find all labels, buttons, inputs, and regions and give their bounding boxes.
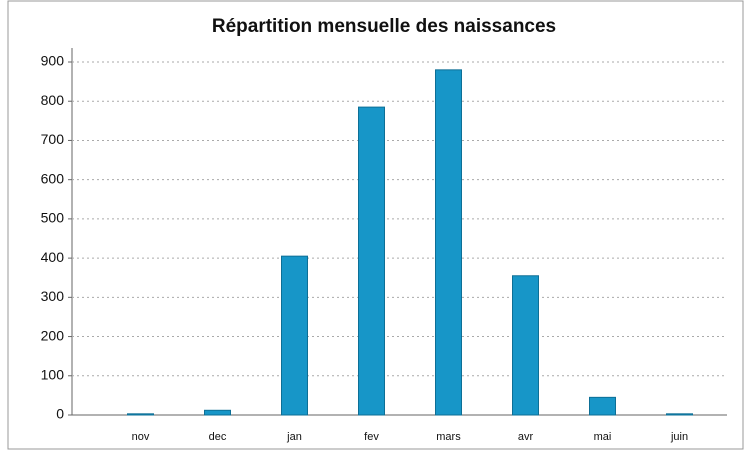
x-tick-label: nov bbox=[132, 431, 150, 443]
bar bbox=[512, 275, 539, 416]
y-tick-label: 0 bbox=[56, 406, 64, 422]
y-tick-label: 400 bbox=[41, 249, 65, 265]
x-tick-label: dec bbox=[209, 431, 227, 443]
bar bbox=[358, 106, 385, 416]
chart-frame bbox=[7, 0, 744, 450]
y-tick-label: 700 bbox=[41, 131, 65, 147]
y-tick-label: 900 bbox=[41, 53, 65, 69]
y-tick-label: 600 bbox=[41, 170, 65, 186]
y-tick-label: 200 bbox=[41, 327, 65, 343]
x-tick-label: juin bbox=[670, 431, 688, 443]
bar bbox=[666, 413, 693, 416]
bar bbox=[589, 396, 616, 416]
bar bbox=[204, 409, 231, 416]
y-tick-label: 100 bbox=[41, 366, 65, 382]
chart-title: Répartition mensuelle des naissances bbox=[212, 16, 556, 37]
x-tick-label: mai bbox=[594, 431, 612, 443]
x-tick-label: jan bbox=[286, 431, 302, 443]
bar bbox=[435, 69, 462, 416]
y-tick-label: 300 bbox=[41, 288, 65, 304]
bar bbox=[127, 413, 154, 416]
y-tick-label: 500 bbox=[41, 210, 65, 226]
bar bbox=[281, 255, 308, 416]
x-tick-label: fev bbox=[364, 431, 379, 443]
x-tick-label: mars bbox=[436, 431, 461, 443]
x-tick-label: avr bbox=[518, 431, 534, 443]
y-tick-label: 800 bbox=[41, 92, 65, 108]
